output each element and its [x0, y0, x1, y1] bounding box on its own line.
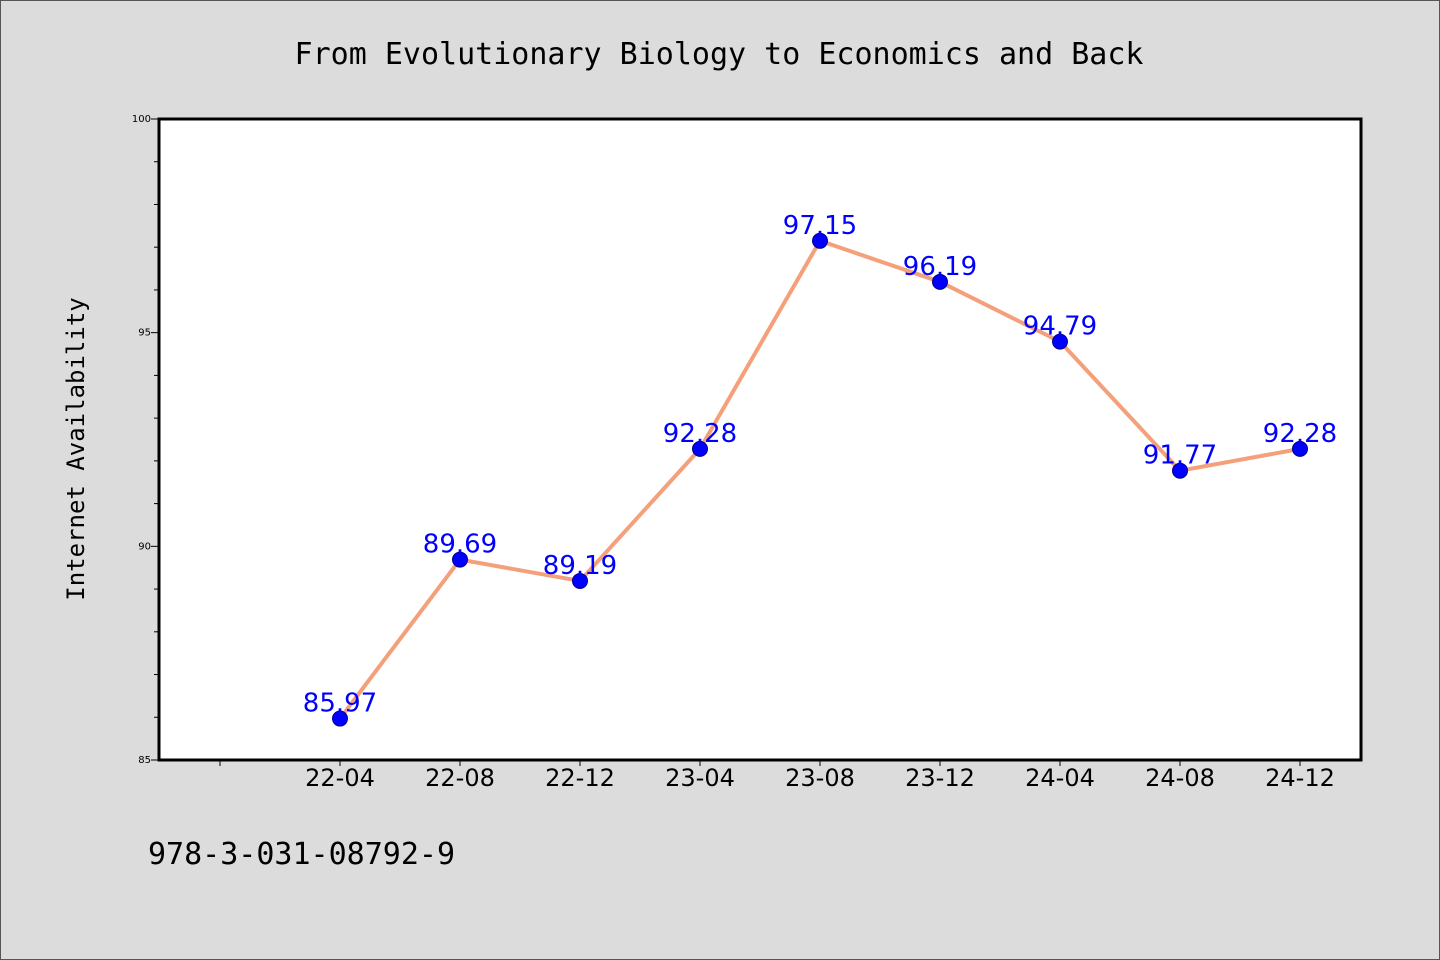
data-label: 96.19	[903, 252, 977, 282]
data-point	[1292, 440, 1308, 457]
y-tick-label: 100	[132, 114, 151, 125]
y-tick-label: 85	[138, 755, 151, 766]
data-point	[932, 273, 948, 290]
series-layer: 85.97 89.69 89.19 92.28 97.15 96.19 94.79 91.77…	[303, 211, 1337, 727]
data-label: 89.69	[423, 530, 497, 560]
data-point	[1052, 333, 1068, 350]
x-tick-label: 22-12	[545, 764, 615, 792]
data-label: 85.97	[303, 689, 377, 719]
data-point	[692, 440, 708, 457]
plot-area	[157, 117, 1363, 762]
x-tick-label: 24-12	[1265, 764, 1335, 792]
x-tick-label: 24-08	[1145, 764, 1215, 792]
data-point	[452, 551, 468, 568]
data-point	[1172, 462, 1188, 479]
x-tick-label: 24-04	[1025, 764, 1095, 792]
x-axis-ticks: 22-04 22-08 22-12 23-04 23-08 23-12 24-04 24-08…	[219, 760, 1335, 792]
y-tick-label: 95	[138, 328, 151, 339]
data-point	[572, 572, 588, 589]
y-axis-ticks: 85 90 95 100	[132, 114, 158, 766]
x-tick-label: 22-08	[425, 764, 495, 792]
data-label: 91.77	[1143, 441, 1217, 471]
y-axis-label: Internet Availability	[62, 297, 90, 600]
data-point	[812, 232, 828, 249]
y-tick-label: 90	[138, 541, 151, 552]
data-label: 92.28	[663, 419, 737, 449]
x-tick-label: 22-04	[305, 764, 375, 792]
data-label: 92.28	[1263, 419, 1337, 449]
chart-title: From Evolutionary Biology to Economics a…	[295, 37, 1144, 72]
data-label: 89.19	[543, 551, 617, 581]
data-label: 97.15	[783, 211, 857, 241]
data-label: 94.79	[1023, 312, 1097, 342]
x-tick-label: 23-08	[785, 764, 855, 792]
data-point	[332, 710, 348, 727]
x-tick-label: 23-12	[905, 764, 975, 792]
isbn-footer: 978-3-031-08792-9	[148, 837, 455, 872]
x-tick-label: 23-04	[665, 764, 735, 792]
